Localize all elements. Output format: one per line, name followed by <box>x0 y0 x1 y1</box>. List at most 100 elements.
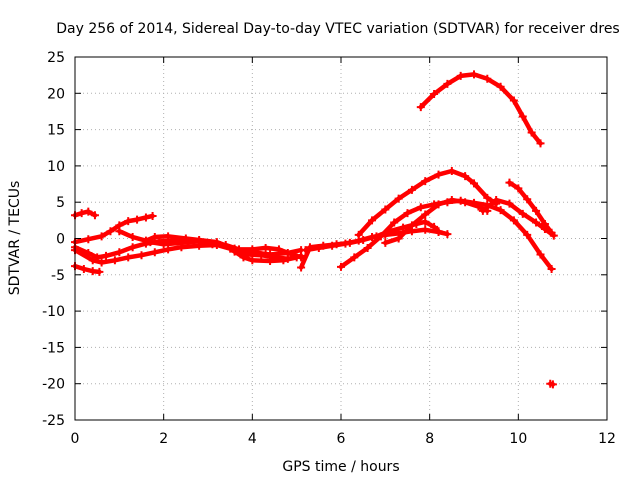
data-point-marker <box>195 237 204 246</box>
data-point-marker <box>314 243 323 252</box>
axis-ticks: 0 2 4 6 8 10 12 25 20 15 10 5 0 -5 -10 -15 -20 -25 <box>42 50 616 447</box>
x-tick-label: 12 <box>598 431 616 447</box>
data-point-marker <box>328 241 337 250</box>
data-point-marker <box>536 139 545 148</box>
data-point-marker <box>90 211 99 220</box>
data-point-marker <box>527 128 536 137</box>
data-point-marker <box>341 239 350 248</box>
series-track-h <box>230 247 306 263</box>
data-point-marker <box>407 185 416 194</box>
y-tick-label: -15 <box>42 340 65 356</box>
data-point-marker <box>274 245 283 254</box>
data-point-marker <box>270 253 279 262</box>
data-point-marker <box>540 219 549 228</box>
data-point-marker <box>547 228 556 237</box>
y-tick-label: -25 <box>42 413 65 429</box>
data-point-marker <box>141 213 150 222</box>
data-point-marker <box>421 177 430 186</box>
data-point-marker <box>505 178 514 187</box>
data-point-marker <box>461 172 470 181</box>
data-point-marker <box>97 258 106 267</box>
data-point-marker <box>337 262 345 271</box>
data-point-marker <box>354 230 363 239</box>
data-point-marker <box>97 232 106 241</box>
x-tick-label: 10 <box>509 431 527 447</box>
data-point-marker <box>434 200 443 209</box>
x-axis-title: GPS time / hours <box>282 459 399 475</box>
data-point-marker <box>434 170 443 179</box>
data-point-marker <box>88 256 97 265</box>
data-point-marker <box>77 209 86 218</box>
series-line <box>383 197 490 246</box>
data-point-marker <box>505 199 514 208</box>
data-point-marker <box>483 193 492 202</box>
data-point-marker <box>248 256 257 265</box>
y-tick-label: 20 <box>47 86 65 102</box>
y-tick-label: -20 <box>42 377 65 393</box>
data-point-marker <box>115 227 124 236</box>
data-point-marker <box>148 211 157 220</box>
data-point-marker <box>137 251 146 260</box>
data-point-marker <box>547 264 556 273</box>
y-tick-label: -10 <box>42 304 65 320</box>
data-point-marker <box>394 234 403 243</box>
x-tick-label: 4 <box>248 431 257 447</box>
chart-title: Day 256 of 2014, Sidereal Day-to-day VTE… <box>56 21 619 37</box>
series-line <box>72 237 189 260</box>
y-tick-label: 5 <box>56 195 65 211</box>
data-point-marker <box>261 243 270 252</box>
data-point-marker <box>532 206 541 215</box>
data-point-marker <box>514 184 523 193</box>
y-tick-label: 25 <box>47 50 65 66</box>
data-point-marker <box>399 223 408 232</box>
data-point-marker <box>177 238 186 247</box>
data-point-marker <box>363 243 372 252</box>
data-point-marker <box>470 179 478 188</box>
data-point-marker <box>518 209 527 218</box>
data-point-marker <box>164 245 173 254</box>
data-point-marker <box>509 96 518 105</box>
data-point-marker <box>243 250 252 259</box>
series-track-c <box>71 262 104 276</box>
data-point-marker <box>394 194 403 203</box>
data-point-marker <box>84 207 93 216</box>
series-track-p <box>416 70 545 148</box>
data-point-marker <box>416 103 425 112</box>
data-point-marker <box>368 233 377 242</box>
data-point-marker <box>159 240 168 249</box>
data-point-marker <box>421 225 430 234</box>
data-point-marker <box>141 236 150 245</box>
data-point-marker <box>146 238 155 247</box>
data-point-marker <box>84 235 93 244</box>
x-tick-label: 2 <box>159 431 168 447</box>
data-point-marker <box>492 196 501 205</box>
data-point-marker <box>248 245 257 254</box>
series-track-l <box>354 166 501 239</box>
data-point-marker <box>496 82 505 91</box>
data-point-marker <box>456 71 465 80</box>
data-point-marker <box>301 246 310 255</box>
data-point-marker <box>536 250 545 259</box>
series-line <box>418 72 543 146</box>
data-point-marker <box>110 256 119 265</box>
data-point-marker <box>376 232 385 241</box>
data-point-marker <box>381 205 390 214</box>
data-point-marker <box>447 166 456 175</box>
data-point-marker <box>115 248 124 257</box>
data-point-marker <box>443 79 452 88</box>
series-track-g <box>146 237 306 262</box>
data-point-marker <box>124 217 133 226</box>
data-point-marker <box>421 217 430 226</box>
data-point-marker <box>350 253 359 262</box>
data-point-marker <box>368 216 377 225</box>
data-point-marker <box>416 203 425 212</box>
x-tick-label: 0 <box>71 431 80 447</box>
data-point-marker <box>257 251 266 260</box>
data-point-marker <box>470 70 478 79</box>
data-point-marker <box>95 267 104 276</box>
data-point-marker <box>164 232 173 241</box>
data-point-marker <box>133 215 142 224</box>
data-point-marker <box>283 254 292 263</box>
